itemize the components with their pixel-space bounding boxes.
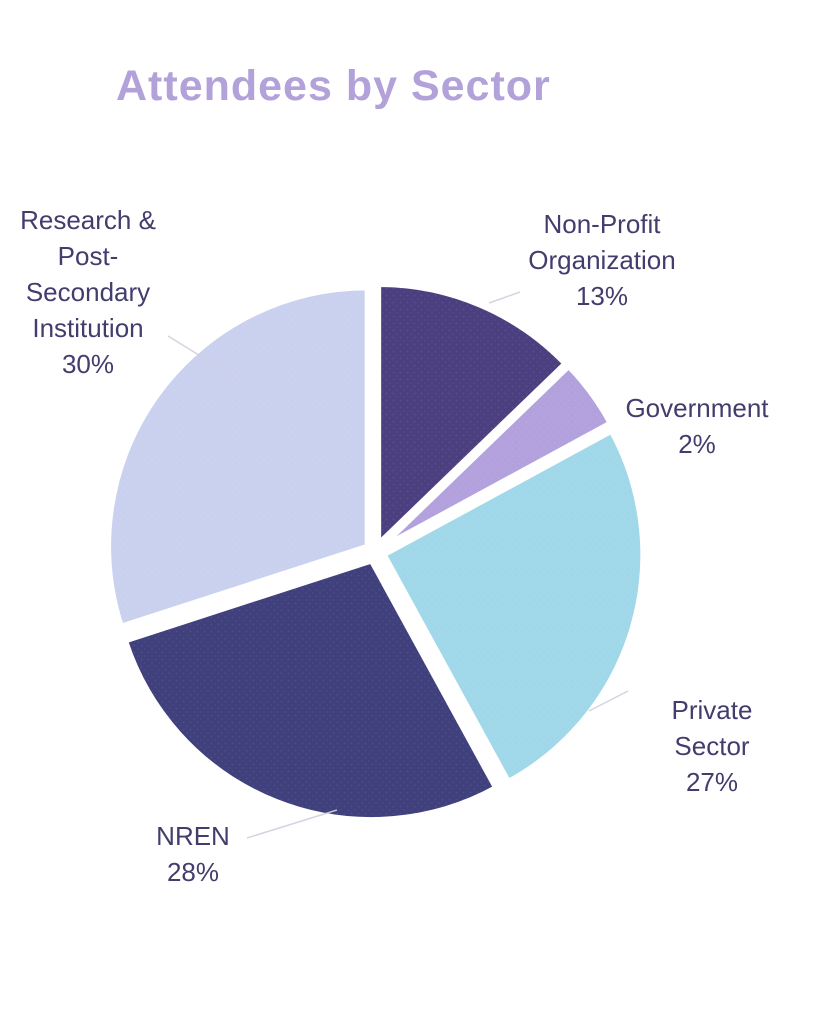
slice-label-non-profit-organization: Non-Profit Organization 13% (528, 209, 676, 311)
pie-slice-texture (384, 431, 643, 782)
slice-label-nren: NREN 28% (156, 821, 230, 887)
leader-line-private (588, 690, 629, 712)
leader-line-nonprofit (488, 291, 521, 304)
pie-slice-texture (108, 288, 367, 626)
page-title: Attendees by Sector (116, 62, 551, 110)
slice-label-private-sector: Private Sector 27% (671, 695, 753, 797)
leader-line-nren (246, 809, 338, 839)
pie-slice-texture (378, 284, 565, 543)
pie-slice-texture (125, 561, 496, 820)
slice-label-research-post-secondary: Research & Post- Secondary Institution 3… (20, 205, 156, 379)
slice-label-government: Government 2% (625, 393, 769, 459)
leader-line-research (167, 335, 237, 379)
label-leader-lines (167, 291, 629, 839)
pie-slice-texture (383, 366, 610, 547)
pie-slices (106, 282, 645, 822)
